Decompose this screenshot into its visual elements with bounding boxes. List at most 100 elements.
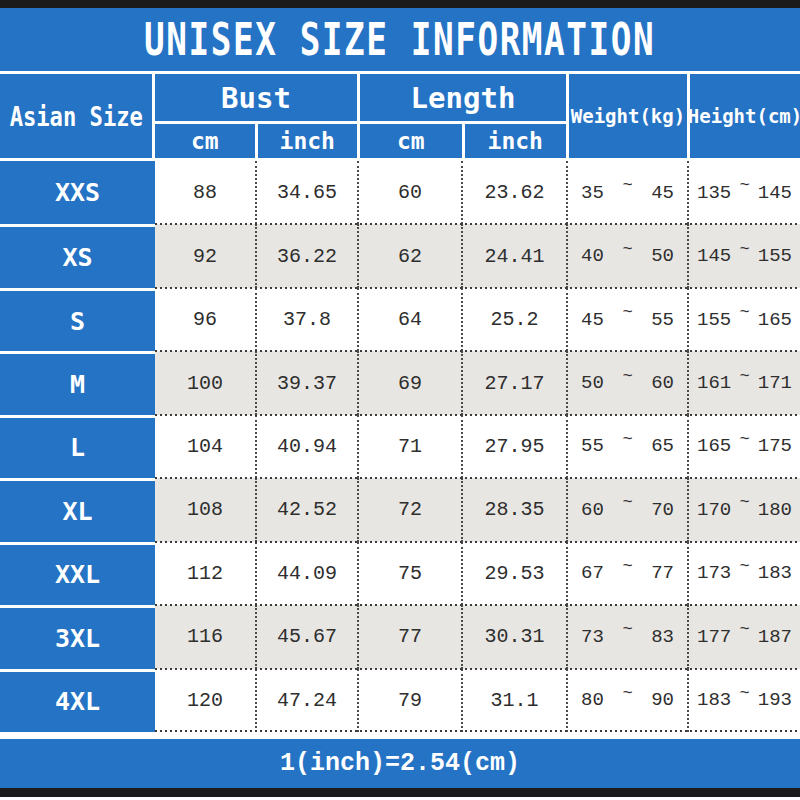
bust-inch-value: 40.94 <box>255 415 357 478</box>
size-label: XS <box>0 224 155 287</box>
height-range: 183 ~ 193 <box>687 669 800 732</box>
weight-max: 50 <box>651 245 674 267</box>
height-max: 165 <box>758 309 792 331</box>
tilde-separator: ~ <box>622 684 632 703</box>
weight-range: 35 ~ 45 <box>566 161 687 224</box>
table-row: 3XL 116 45.67 77 30.31 73 ~ 83 177 ~ 187 <box>0 605 800 668</box>
size-label: XL <box>0 478 155 541</box>
tilde-separator: ~ <box>622 303 632 322</box>
header-length-subcolumns: cm inch <box>360 124 566 158</box>
weight-min: 80 <box>581 689 604 711</box>
bottom-border-bar <box>0 788 800 797</box>
top-border-bar <box>0 0 800 8</box>
tilde-separator: ~ <box>622 240 632 259</box>
table-row: XXL 112 44.09 75 29.53 67 ~ 77 173 ~ 183 <box>0 542 800 605</box>
row-cells: 120 47.24 79 31.1 80 ~ 90 183 ~ 193 <box>155 669 800 732</box>
tilde-separator: ~ <box>739 176 749 195</box>
weight-max: 55 <box>651 309 674 331</box>
length-inch-value: 23.62 <box>461 161 566 224</box>
header-bust-cm: cm <box>155 124 255 158</box>
conversion-note: 1(inch)=2.54(cm) <box>280 749 520 778</box>
height-range: 170 ~ 180 <box>687 478 800 541</box>
height-min: 161 <box>697 372 731 394</box>
height-range: 145 ~ 155 <box>687 224 800 287</box>
tilde-separator: ~ <box>739 303 749 322</box>
bust-inch-value: 42.52 <box>255 478 357 541</box>
size-label: M <box>0 351 155 414</box>
tilde-separator: ~ <box>739 430 749 449</box>
header-height: Height(cm) <box>687 74 800 158</box>
bust-inch-value: 37.8 <box>255 288 357 351</box>
length-cm-value: 79 <box>357 669 461 732</box>
table-body: XXS 88 34.65 60 23.62 35 ~ 45 135 ~ 145 … <box>0 161 800 732</box>
weight-range: 45 ~ 55 <box>566 288 687 351</box>
height-max: 193 <box>758 689 792 711</box>
weight-min: 45 <box>581 309 604 331</box>
weight-min: 67 <box>581 562 604 584</box>
bust-cm-value: 112 <box>155 542 255 605</box>
header-bust-label: Bust <box>155 74 357 124</box>
tilde-separator: ~ <box>622 367 632 386</box>
height-max: 175 <box>758 435 792 457</box>
height-max: 183 <box>758 562 792 584</box>
weight-min: 40 <box>581 245 604 267</box>
height-range: 135 ~ 145 <box>687 161 800 224</box>
bust-cm-value: 104 <box>155 415 255 478</box>
height-range: 165 ~ 175 <box>687 415 800 478</box>
size-label: L <box>0 415 155 478</box>
weight-max: 83 <box>651 626 674 648</box>
weight-range: 80 ~ 90 <box>566 669 687 732</box>
height-range: 161 ~ 171 <box>687 351 800 414</box>
height-min: 145 <box>697 245 731 267</box>
table-row: 4XL 120 47.24 79 31.1 80 ~ 90 183 ~ 193 <box>0 669 800 732</box>
height-min: 165 <box>697 435 731 457</box>
length-cm-value: 69 <box>357 351 461 414</box>
bust-inch-value: 44.09 <box>255 542 357 605</box>
tilde-separator: ~ <box>622 430 632 449</box>
weight-range: 60 ~ 70 <box>566 478 687 541</box>
row-cells: 104 40.94 71 27.95 55 ~ 65 165 ~ 175 <box>155 415 800 478</box>
bust-cm-value: 100 <box>155 351 255 414</box>
weight-range: 50 ~ 60 <box>566 351 687 414</box>
table-row: XS 92 36.22 62 24.41 40 ~ 50 145 ~ 155 <box>0 224 800 287</box>
bust-cm-value: 96 <box>155 288 255 351</box>
weight-min: 60 <box>581 499 604 521</box>
tilde-separator: ~ <box>622 557 632 576</box>
table-row: XXS 88 34.65 60 23.62 35 ~ 45 135 ~ 145 <box>0 161 800 224</box>
bust-cm-value: 108 <box>155 478 255 541</box>
length-inch-value: 27.95 <box>461 415 566 478</box>
tilde-separator: ~ <box>622 176 632 195</box>
row-cells: 116 45.67 77 30.31 73 ~ 83 177 ~ 187 <box>155 605 800 668</box>
header-group-bust: Bust cm inch <box>155 74 357 158</box>
weight-max: 70 <box>651 499 674 521</box>
header-bust-inch: inch <box>255 124 358 158</box>
header-asian-size-label: Asian Size <box>9 101 142 132</box>
row-cells: 100 39.37 69 27.17 50 ~ 60 161 ~ 171 <box>155 351 800 414</box>
weight-min: 73 <box>581 626 604 648</box>
tilde-separator: ~ <box>622 620 632 639</box>
height-range: 155 ~ 165 <box>687 288 800 351</box>
size-chart-page: UNISEX SIZE INFORMATION Asian Size Bust … <box>0 0 800 800</box>
length-inch-value: 25.2 <box>461 288 566 351</box>
weight-max: 60 <box>651 372 674 394</box>
weight-range: 67 ~ 77 <box>566 542 687 605</box>
length-inch-value: 27.17 <box>461 351 566 414</box>
height-range: 173 ~ 183 <box>687 542 800 605</box>
height-max: 171 <box>758 372 792 394</box>
bust-inch-value: 34.65 <box>255 161 357 224</box>
height-min: 173 <box>697 562 731 584</box>
header-group-length: Length cm inch <box>357 74 566 158</box>
height-max: 187 <box>758 626 792 648</box>
length-cm-value: 75 <box>357 542 461 605</box>
weight-min: 55 <box>581 435 604 457</box>
length-cm-value: 62 <box>357 224 461 287</box>
length-cm-value: 72 <box>357 478 461 541</box>
height-min: 135 <box>697 182 731 204</box>
footer-banner: 1(inch)=2.54(cm) <box>0 739 800 788</box>
size-label: 4XL <box>0 669 155 732</box>
weight-max: 65 <box>651 435 674 457</box>
weight-range: 73 ~ 83 <box>566 605 687 668</box>
tilde-separator: ~ <box>739 557 749 576</box>
length-inch-value: 31.1 <box>461 669 566 732</box>
size-label: S <box>0 288 155 351</box>
